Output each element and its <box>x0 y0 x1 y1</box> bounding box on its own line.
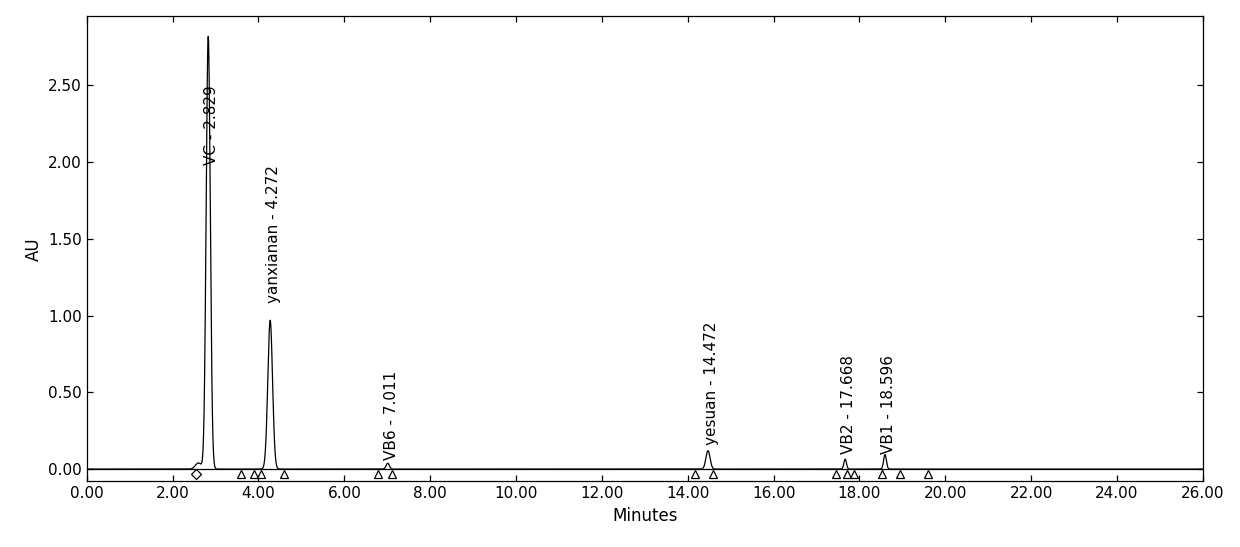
Text: VB1 - 18.596: VB1 - 18.596 <box>880 355 897 454</box>
Text: VC - 2.829: VC - 2.829 <box>205 85 219 165</box>
Y-axis label: AU: AU <box>25 237 42 261</box>
Text: VB6 - 7.011: VB6 - 7.011 <box>383 371 399 460</box>
X-axis label: Minutes: Minutes <box>613 507 677 525</box>
Text: yesuan - 14.472: yesuan - 14.472 <box>704 321 719 445</box>
Text: yanxianan - 4.272: yanxianan - 4.272 <box>267 166 281 304</box>
Text: VB2 - 17.668: VB2 - 17.668 <box>841 355 856 454</box>
